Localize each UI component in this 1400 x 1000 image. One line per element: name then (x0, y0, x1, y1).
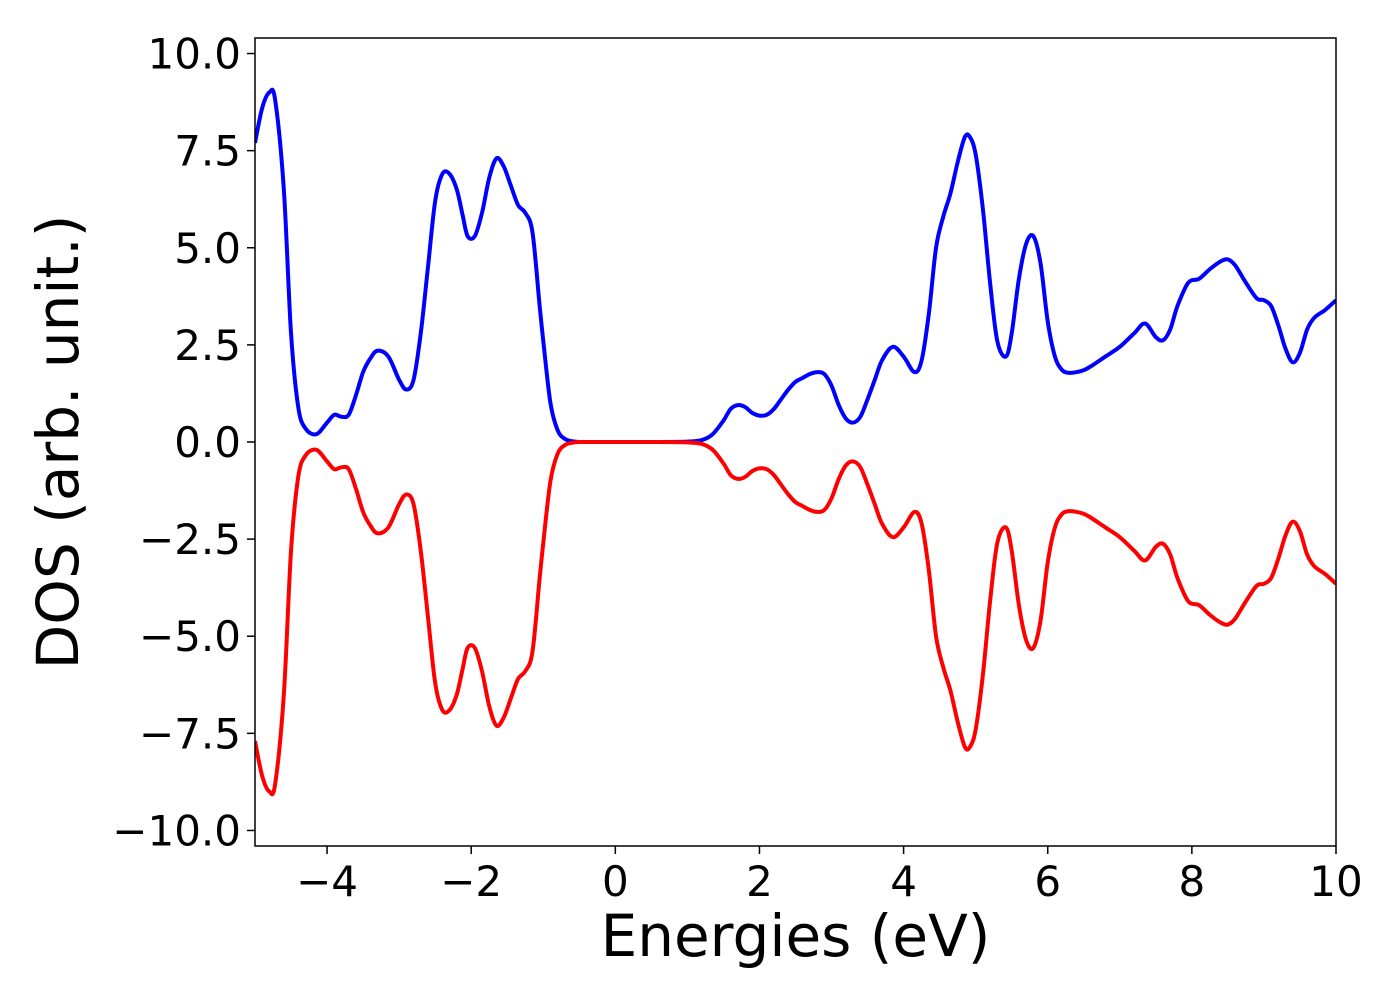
x-tick-label: 0 (602, 857, 629, 906)
y-tick-label: −5.0 (139, 612, 241, 661)
y-axis: 10.0 7.5 5.0 2.5 0.0 −2.5 −5.0 −7.5 −10.0 (112, 30, 255, 855)
y-axis-label: DOS (arb. unit.) (24, 215, 92, 670)
y-tick-label: −10.0 (112, 806, 241, 855)
x-axis-label: Energies (eV) (601, 902, 991, 970)
plot-area (254, 37, 1337, 847)
y-tick-label: −7.5 (139, 709, 241, 758)
x-axis: −4 −2 0 2 4 6 8 10 (296, 846, 1363, 906)
x-tick-label: 2 (746, 857, 773, 906)
y-tick-label: 7.5 (174, 127, 241, 176)
y-tick-label: 5.0 (174, 224, 241, 273)
dos-lower-series-line (255, 439, 1336, 797)
y-tick-label: −2.5 (139, 515, 241, 564)
x-tick-label: 4 (890, 857, 917, 906)
x-tick-label: 10 (1309, 857, 1362, 906)
x-tick-label: −2 (440, 857, 502, 906)
dos-upper-series-line (255, 87, 1336, 445)
x-tick-label: 8 (1178, 857, 1205, 906)
x-tick-label: 6 (1034, 857, 1061, 906)
plot-frame (254, 37, 1337, 847)
y-tick-label: 10.0 (147, 30, 241, 79)
y-tick-label: 2.5 (174, 321, 241, 370)
y-tick-label: 0.0 (174, 418, 241, 467)
x-tick-label: −4 (296, 857, 358, 906)
